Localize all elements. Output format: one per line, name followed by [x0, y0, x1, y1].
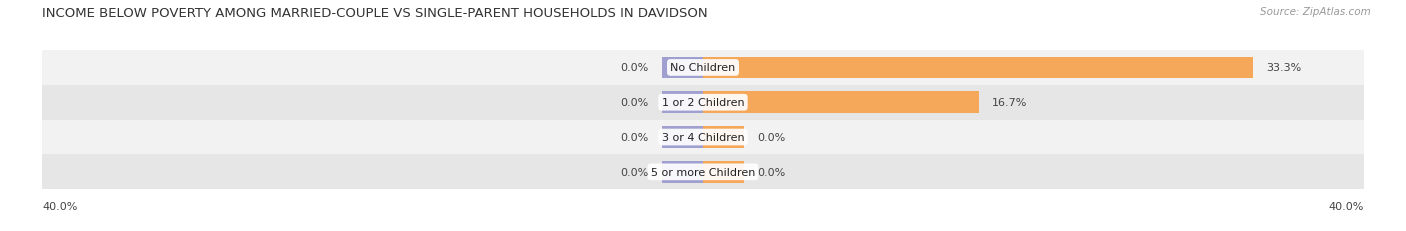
Text: 0.0%: 0.0% — [620, 98, 648, 108]
Bar — [703, 57, 1253, 79]
Bar — [42, 120, 1364, 155]
Bar — [703, 127, 744, 148]
Bar — [42, 51, 1364, 85]
Bar — [703, 161, 744, 183]
Text: Source: ZipAtlas.com: Source: ZipAtlas.com — [1260, 7, 1371, 17]
Bar — [662, 127, 703, 148]
Text: 0.0%: 0.0% — [620, 63, 648, 73]
Bar — [662, 161, 703, 183]
Text: 0.0%: 0.0% — [620, 132, 648, 143]
Text: 1 or 2 Children: 1 or 2 Children — [662, 98, 744, 108]
Text: 0.0%: 0.0% — [758, 132, 786, 143]
Bar — [662, 92, 703, 113]
Text: 40.0%: 40.0% — [1329, 201, 1364, 211]
Bar — [662, 57, 703, 79]
Bar — [42, 155, 1364, 189]
Bar — [703, 92, 979, 113]
Text: 33.3%: 33.3% — [1267, 63, 1302, 73]
Text: 0.0%: 0.0% — [620, 167, 648, 177]
Text: No Children: No Children — [671, 63, 735, 73]
Text: 0.0%: 0.0% — [758, 167, 786, 177]
Text: 16.7%: 16.7% — [993, 98, 1028, 108]
Text: 3 or 4 Children: 3 or 4 Children — [662, 132, 744, 143]
Text: 5 or more Children: 5 or more Children — [651, 167, 755, 177]
Text: INCOME BELOW POVERTY AMONG MARRIED-COUPLE VS SINGLE-PARENT HOUSEHOLDS IN DAVIDSO: INCOME BELOW POVERTY AMONG MARRIED-COUPL… — [42, 7, 707, 20]
Bar — [42, 85, 1364, 120]
Text: 40.0%: 40.0% — [42, 201, 77, 211]
